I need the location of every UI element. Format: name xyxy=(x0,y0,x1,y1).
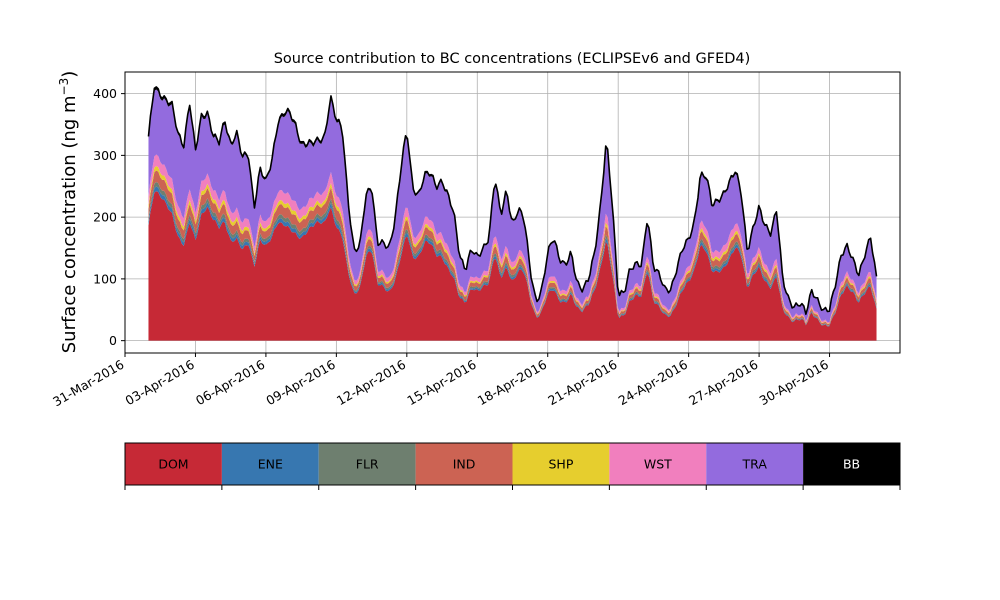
area-dom xyxy=(148,191,877,341)
stacked-areas xyxy=(148,86,877,341)
legend-label-ene: ENE xyxy=(258,457,283,472)
legend-swatch-dom xyxy=(125,443,222,485)
x-tick-label: 09-Apr-2016 xyxy=(263,357,337,409)
svg-text:Surface concentration (ng m−3): Surface concentration (ng m−3) xyxy=(57,71,80,354)
y-tick-label: 300 xyxy=(93,148,117,163)
area-tra xyxy=(148,89,877,323)
x-tick-label: 30-Apr-2016 xyxy=(757,357,831,409)
legend-label-ind: IND xyxy=(453,457,476,472)
legend-colorbar: DOM ENE FLR IND SHP WST TRA BB xyxy=(124,442,901,490)
x-tick-label: 27-Apr-2016 xyxy=(686,357,760,409)
chart-title: Source contribution to BC concentrations… xyxy=(274,51,751,67)
plot-frame xyxy=(124,71,901,354)
legend-label-wst: WST xyxy=(644,457,672,472)
area-ind xyxy=(148,170,877,326)
y-tick-label: 0 xyxy=(109,333,117,348)
y-axis-label-close: ) xyxy=(59,71,80,78)
legend-label-dom: DOM xyxy=(158,457,188,472)
legend-swatch-wst xyxy=(609,443,707,485)
y-axis-label-main: Surface concentration (ng m xyxy=(59,95,80,353)
total-line-group xyxy=(147,86,878,315)
x-tick-label: 31-Mar-2016 xyxy=(50,357,126,410)
y-axis-label: Surface concentration (ng m−3) xyxy=(57,71,80,354)
legend-label-shp: SHP xyxy=(549,457,574,472)
y-tick-label: 400 xyxy=(93,86,117,101)
x-axis-ticks: 31-Mar-201603-Apr-201606-Apr-201609-Apr-… xyxy=(50,353,831,409)
y-tick-label: 100 xyxy=(93,271,117,286)
legend-swatch-ind xyxy=(415,443,513,485)
legend-swatch-shp xyxy=(512,443,610,485)
legend-swatch-tra xyxy=(706,443,804,485)
x-tick-label: 21-Apr-2016 xyxy=(545,357,619,409)
y-tick-label: 200 xyxy=(93,210,117,225)
x-tick-label: 12-Apr-2016 xyxy=(334,357,408,409)
x-tick-label: 24-Apr-2016 xyxy=(616,357,690,409)
legend-swatch-bb xyxy=(803,443,900,485)
x-tick-label: 06-Apr-2016 xyxy=(193,357,267,409)
legend-swatch-ene xyxy=(221,443,319,485)
x-tick-label: 15-Apr-2016 xyxy=(404,357,478,409)
y-axis-ticks: 0 100 200 300 400 xyxy=(93,86,125,348)
legend-label-flr: FLR xyxy=(356,457,379,472)
total-line xyxy=(147,86,878,315)
y-axis-label-superscript: −3 xyxy=(57,78,71,96)
legend-swatch-flr xyxy=(318,443,416,485)
x-tick-label: 18-Apr-2016 xyxy=(475,357,549,409)
legend-label-bb: BB xyxy=(843,457,860,472)
legend-label-tra: TRA xyxy=(742,457,768,472)
x-tick-label: 03-Apr-2016 xyxy=(123,357,197,409)
